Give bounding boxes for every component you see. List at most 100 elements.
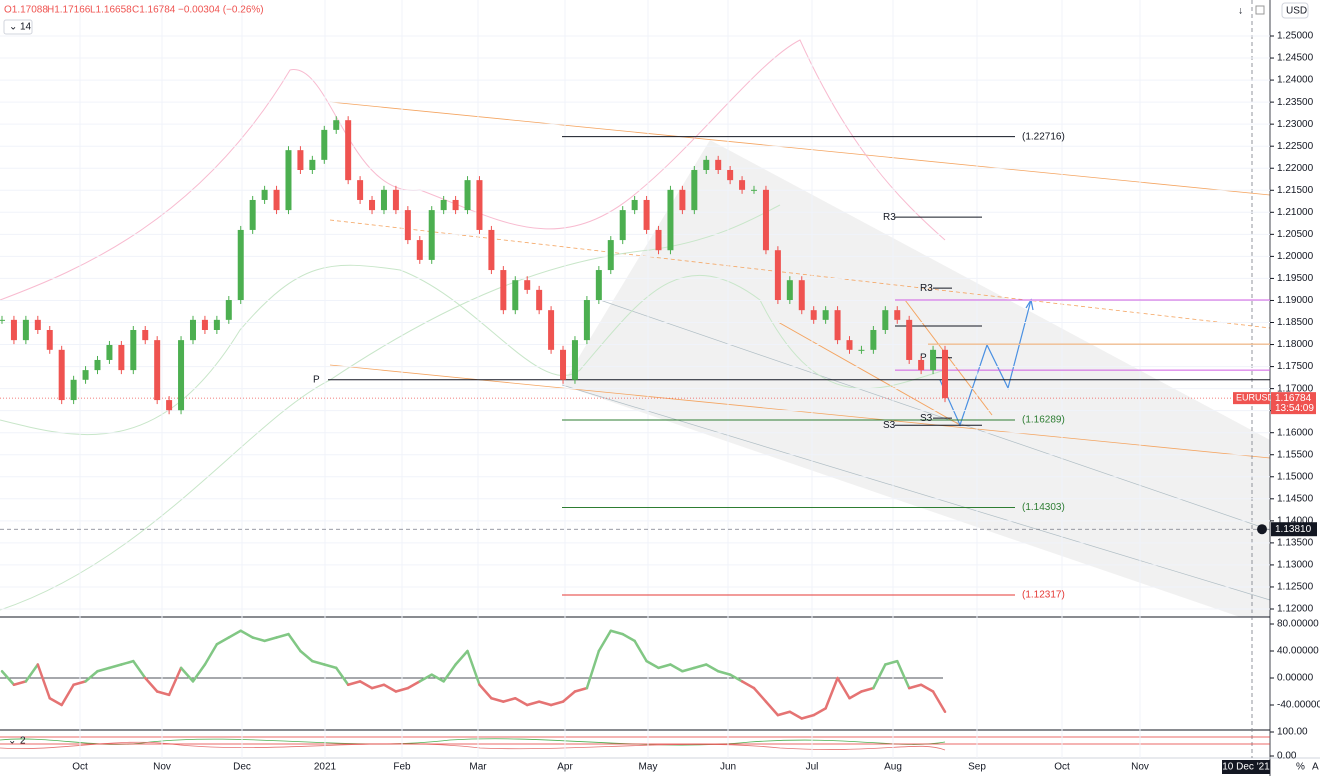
price-tag-box	[1271, 392, 1316, 415]
candle-body	[524, 280, 531, 290]
time-label: Oct	[1054, 762, 1070, 773]
oscillator-segment	[549, 700, 565, 707]
oscillator-segment	[0, 670, 16, 686]
crosshair-tag: 1.13810	[1275, 524, 1312, 535]
download-icon[interactable]: ↓	[1238, 6, 1243, 17]
oscillator-segment	[597, 629, 613, 653]
price-tick-label: 1.15000	[1277, 471, 1314, 482]
candle-body	[691, 169, 698, 211]
oscillator-segment	[931, 690, 947, 713]
oscillator-segment	[191, 663, 207, 683]
candle-body	[870, 329, 877, 350]
candle-body	[727, 169, 734, 181]
candle-body	[201, 319, 208, 330]
level-label: (1.12317)	[1022, 590, 1065, 601]
oscillator-segment	[36, 663, 51, 700]
oscillator2-badge: 2	[20, 736, 26, 747]
oscillator-segment	[143, 676, 159, 693]
candle-body	[560, 349, 567, 380]
pivot-label: P	[920, 352, 927, 363]
symbol-tag: EURUSD	[1236, 393, 1275, 403]
candle-body	[22, 319, 29, 341]
oscillator2-line	[0, 741, 946, 751]
countdown: 13:54:09	[1275, 403, 1314, 414]
oscillator-segment	[167, 666, 183, 697]
currency-selector[interactable]: USD	[1286, 6, 1307, 17]
candle-body	[751, 189, 758, 191]
indicator-badge-box[interactable]	[3, 19, 33, 35]
oscillator-segment	[72, 680, 87, 686]
chevron-icon[interactable]: ⌄	[9, 22, 17, 33]
pivot-label: R3	[920, 283, 933, 294]
oscillator-segment	[788, 710, 804, 720]
oscillator-tick-label: 40.00000	[1277, 646, 1319, 657]
collapse-icon[interactable]: ⌄	[8, 736, 16, 747]
maximize-icon[interactable]	[1255, 5, 1265, 15]
oscillator-segment	[358, 680, 374, 690]
candle-body	[428, 210, 435, 260]
candle-body	[285, 150, 292, 211]
oscillator-segment	[179, 666, 195, 683]
oscillator-segment	[84, 670, 99, 683]
oscillator2-tick-label: 0.00	[1277, 751, 1297, 762]
candle-body	[548, 310, 555, 350]
candle-body	[369, 199, 376, 211]
oscillator2-tick-label: 100.00	[1277, 727, 1308, 738]
time-label: Nov	[1131, 762, 1149, 773]
oscillator-segment	[418, 673, 433, 683]
percent-toggle[interactable]: %	[1296, 762, 1305, 773]
candle-body	[583, 300, 590, 341]
candle-body	[834, 310, 841, 341]
oscillator-segment	[478, 683, 493, 700]
oscillator-segment	[514, 697, 529, 707]
oscillator-segment	[120, 659, 135, 666]
indicator-badge[interactable]: 14	[20, 22, 32, 33]
level-label: (1.16289)	[1022, 415, 1065, 426]
candle-body	[178, 340, 185, 411]
oscillator-segment	[454, 649, 469, 666]
candle-body	[703, 159, 710, 170]
candle-body	[261, 189, 268, 200]
oscillator-segment	[764, 700, 780, 717]
oscillator-segment	[239, 629, 254, 639]
price-tick-label: 1.14500	[1277, 493, 1314, 504]
oscillator-segment	[12, 680, 28, 686]
candle-body	[894, 310, 901, 320]
oscillator-segment	[836, 676, 851, 700]
candle-body	[536, 289, 543, 311]
candle-body	[631, 199, 638, 211]
pivot-label: S3	[883, 420, 896, 431]
ohlc-change: −0.00304 (−0.26%)	[178, 5, 264, 16]
candle-body	[679, 189, 686, 211]
oscillator-segment	[275, 632, 290, 639]
symbol-tag-box	[1233, 392, 1270, 405]
oscillator-segment	[621, 632, 636, 643]
candle-body	[858, 349, 865, 351]
price-tag: 1.16784	[1275, 393, 1312, 404]
price-tick-label: 1.19000	[1277, 295, 1314, 306]
oscillator-segment	[466, 649, 481, 686]
trend-line	[777, 321, 961, 426]
candle-body	[82, 370, 89, 380]
candle-body	[942, 349, 948, 399]
crosshair-plus[interactable]	[1257, 524, 1267, 535]
candle-body	[94, 359, 101, 371]
oscillator-segment	[824, 676, 839, 710]
auto-toggle[interactable]: A	[1312, 762, 1319, 773]
currency-box[interactable]	[1281, 2, 1309, 19]
candle-body	[846, 340, 853, 350]
trend-line	[329, 101, 1271, 196]
time-label: Apr	[557, 762, 573, 773]
candle-body	[166, 400, 173, 411]
oscillator-segment	[442, 663, 457, 683]
price-tick-label: 1.20000	[1277, 251, 1314, 262]
oscillator-segment	[48, 697, 63, 707]
channel-line	[599, 299, 1271, 531]
candle-body	[333, 120, 340, 130]
candle-body	[786, 280, 793, 301]
oscillator-segment	[573, 686, 589, 693]
oscillator-segment	[860, 686, 875, 693]
price-tick-label: 1.23000	[1277, 119, 1314, 130]
candle-body	[58, 349, 65, 401]
